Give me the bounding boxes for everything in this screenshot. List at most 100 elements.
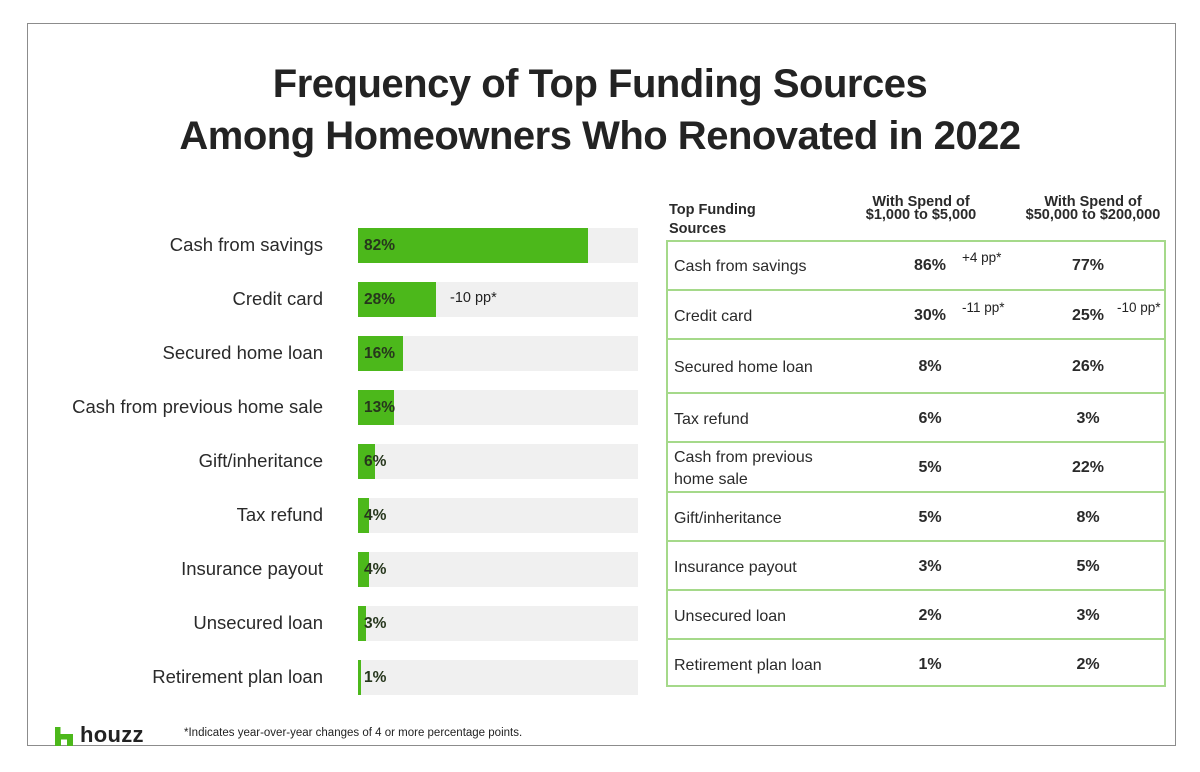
bar-track: 13%	[358, 390, 638, 425]
table-cell-low-spend: 3%	[918, 557, 942, 575]
bar-row: Cash from savings 82%	[0, 228, 660, 264]
bar-label: Tax refund	[236, 504, 323, 525]
bar-label: Gift/inheritance	[198, 450, 323, 471]
bar-value-label: 82%	[364, 237, 396, 254]
table-cell-low-spend: 86%	[913, 256, 947, 274]
source-label-line1: Tax refund	[674, 410, 749, 428]
table-cell-source: Gift/inheritance	[674, 508, 782, 530]
bar-track: 4%	[358, 498, 638, 533]
bar-track: 3%	[358, 606, 638, 641]
bar-label: Cash from savings	[169, 234, 323, 255]
table-cell-source: Secured home loan	[674, 357, 813, 379]
table-cell-high-spend: 5%	[1076, 557, 1100, 575]
bar-row: Retirement plan loan 1%	[0, 660, 660, 696]
bar-fill	[358, 498, 370, 533]
bar-fill	[358, 444, 375, 479]
table-cell-source: Retirement plan loan	[674, 655, 822, 677]
table-header-low-spend-line1: With Spend of	[872, 194, 970, 210]
bar-fill	[358, 282, 437, 317]
table-cell-low-spend: 6%	[918, 409, 942, 427]
bar-track: 4%	[358, 552, 638, 587]
table-cell-source: Tax refund	[674, 409, 749, 431]
bar-row: Credit card 28% -10 pp*	[0, 282, 660, 318]
table-row: Cash from previous home sale 5% 22%	[668, 441, 1164, 493]
table-row: Secured home loan 8% 26%	[668, 338, 1164, 394]
title-line-1: Frequency of Top Funding Sources	[272, 62, 928, 106]
bar-fill	[358, 336, 403, 371]
table-cell-low-spend: 5%	[918, 459, 942, 476]
table-row: Unsecured loan 2% 3%	[668, 589, 1164, 640]
table-cell-source: Insurance payout	[674, 557, 797, 579]
bar-value-label: 3%	[364, 615, 387, 632]
source-label-line1: Gift/inheritance	[674, 509, 782, 527]
bar-value-label: 6%	[364, 453, 387, 470]
table-cell-high-spend: 3%	[1076, 409, 1100, 427]
houzz-h-icon	[55, 727, 73, 746]
table-header-sources-line1: Top Funding	[669, 202, 756, 218]
table-row: Tax refund 6% 3%	[668, 392, 1164, 443]
table-header-sources-line2: Sources	[669, 221, 727, 237]
funding-sources-table: Cash from savings 86% +4 pp* 77% Credit card…	[666, 240, 1166, 687]
bar-change-annotation: -10 pp*	[450, 290, 497, 306]
table-row: Cash from savings 86% +4 pp* 77%	[668, 242, 1164, 291]
source-label-line1: Retirement plan loan	[674, 656, 822, 674]
table-cell-high-spend-change: -10 pp*	[1117, 299, 1161, 315]
table-cell-high-spend: 2%	[1076, 655, 1100, 673]
table-cell-high-spend: 8%	[1076, 508, 1100, 526]
table-cell-low-spend: 30%	[913, 306, 947, 324]
bar-fill	[358, 660, 361, 695]
bar-row: Unsecured loan 3%	[0, 606, 660, 642]
table-row: Insurance payout 3% 5%	[668, 540, 1164, 591]
source-label-line1: Cash from savings	[674, 257, 807, 275]
table-cell-source: Cash from previous home sale	[674, 447, 813, 491]
footnote: *Indicates year-over-year changes of 4 o…	[184, 727, 523, 739]
table-header-high-spend: With Spend of $50,000 to $200,000	[1010, 194, 1176, 223]
table-header-high-spend-line1: With Spend of	[1044, 194, 1142, 210]
source-label-line1: Unsecured loan	[674, 607, 787, 625]
table-cell-source: Unsecured loan	[674, 606, 786, 628]
bar-value-label: 4%	[364, 561, 387, 578]
bar-track: 28% -10 pp*	[358, 282, 638, 317]
table-cell-high-spend: 77%	[1071, 256, 1105, 274]
table-header-sources: Top Funding Sources	[669, 201, 756, 239]
chart-title: Frequency of Top Funding Sources Among H…	[0, 58, 1200, 162]
table-header-low-spend: With Spend of $1,000 to $5,000	[851, 194, 991, 223]
bar-value-label: 13%	[364, 399, 396, 416]
bar-track: 1%	[358, 660, 638, 695]
table-cell-low-spend-change: -11 pp*	[962, 299, 1005, 315]
bar-label: Retirement plan loan	[152, 666, 323, 687]
table-cell-low-spend-change: +4 pp*	[962, 249, 1002, 265]
bar-row: Insurance payout 4%	[0, 552, 660, 588]
bar-track: 6%	[358, 444, 638, 479]
table-cell-low-spend: 2%	[918, 606, 942, 624]
bar-row: Tax refund 4%	[0, 498, 660, 534]
bar-label: Cash from previous home sale	[72, 396, 323, 417]
bar-row: Gift/inheritance 6%	[0, 444, 660, 480]
bar-track: 82%	[358, 228, 638, 263]
bar-value-label: 28%	[364, 291, 396, 308]
bar-label: Unsecured loan	[193, 612, 323, 633]
table-cell-low-spend: 1%	[918, 655, 942, 673]
table-cell-source: Credit card	[674, 306, 752, 328]
bar-fill	[358, 228, 588, 263]
bar-value-label: 16%	[364, 345, 396, 362]
table-header-low-spend-line2: $1,000 to $5,000	[865, 207, 977, 223]
bar-row: Secured home loan 16%	[0, 336, 660, 372]
title-line-2: Among Homeowners Who Renovated in 2022	[179, 114, 1021, 158]
source-label-line1: Credit card	[674, 307, 753, 325]
bar-fill	[358, 552, 370, 587]
table-cell-source: Cash from savings	[674, 256, 807, 278]
table-row: Credit card 30% -11 pp* 25% -10 pp*	[668, 289, 1164, 340]
table-cell-high-spend: 26%	[1071, 358, 1105, 375]
bar-row: Cash from previous home sale 13%	[0, 390, 660, 426]
source-label-line1: Secured home loan	[674, 359, 813, 376]
bar-value-label: 1%	[364, 669, 387, 686]
source-label-line2: home sale	[674, 471, 748, 488]
source-label-line1: Insurance payout	[674, 558, 797, 576]
table-cell-high-spend: 22%	[1071, 459, 1105, 476]
source-label-line1: Cash from previous	[674, 449, 813, 466]
houzz-wordmark: houzz	[80, 722, 144, 747]
table-row: Retirement plan loan 1% 2%	[668, 638, 1164, 689]
table-cell-high-spend: 25%	[1071, 306, 1105, 324]
bar-value-label: 4%	[364, 507, 387, 524]
